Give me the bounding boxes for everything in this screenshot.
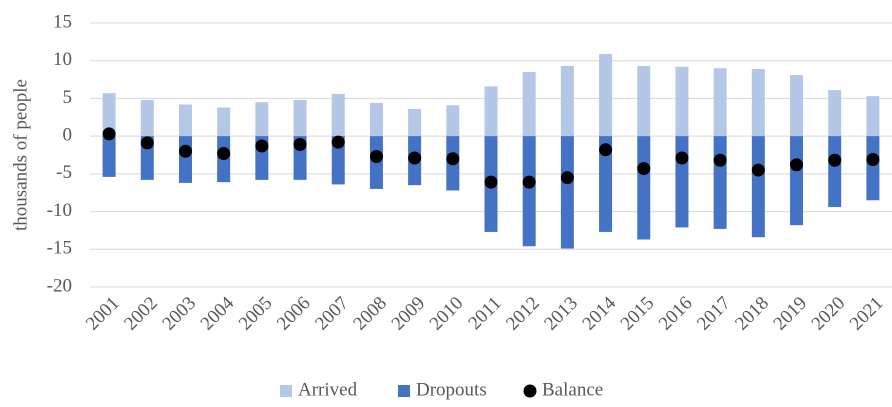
y-tick-label: 0 (63, 125, 73, 146)
bar (522, 136, 536, 247)
x-tick-label: 2012 (502, 293, 544, 335)
y-axis-title: thousands of people (10, 79, 31, 231)
bar (828, 90, 842, 137)
bar (675, 66, 689, 137)
point (560, 171, 574, 185)
x-tick-label: 2001 (82, 293, 124, 335)
point (217, 146, 231, 160)
point (713, 153, 727, 167)
legend-label: Dropouts (416, 379, 487, 400)
x-tick-label: 2015 (617, 293, 659, 335)
y-tick-label: 10 (53, 49, 72, 70)
bar (331, 93, 345, 137)
x-tick-label: 2021 (846, 293, 888, 335)
bar (751, 69, 765, 137)
bar (599, 53, 613, 137)
bar (713, 136, 727, 229)
y-tick-label: -10 (47, 200, 72, 221)
bar (140, 99, 154, 137)
x-tick-label: 2019 (769, 293, 811, 335)
bar (560, 65, 574, 137)
x-tick-label: 2008 (349, 293, 391, 335)
bar (790, 75, 804, 137)
point (140, 136, 154, 150)
bar (866, 136, 880, 201)
point (522, 175, 536, 189)
x-tick-label: 2005 (235, 293, 277, 335)
point (408, 151, 422, 165)
x-tick-label: 2011 (464, 293, 505, 334)
legend-marker (280, 385, 292, 397)
x-tick-label: 2007 (311, 293, 353, 335)
x-tick-label: 2017 (693, 293, 735, 335)
bar (751, 136, 765, 238)
point (599, 143, 613, 157)
point (178, 144, 192, 158)
bar (102, 136, 116, 177)
x-tick-label: 2020 (808, 293, 850, 335)
bar (446, 105, 460, 137)
x-tick-label: 2004 (197, 292, 239, 334)
bar (408, 108, 422, 137)
bar (369, 102, 383, 137)
point (637, 162, 651, 176)
point (675, 151, 689, 165)
x-tick-label: 2009 (388, 293, 430, 335)
point (790, 158, 804, 172)
bar (293, 99, 307, 137)
point (102, 127, 116, 141)
bar (560, 136, 574, 249)
bar (217, 107, 231, 137)
bar (637, 65, 651, 137)
x-tick-label: 2010 (426, 293, 468, 335)
x-tick-label: 2014 (578, 292, 620, 334)
bar (599, 136, 613, 232)
bar (866, 96, 880, 137)
x-tick-label: 2013 (540, 293, 582, 335)
point (293, 137, 307, 151)
x-tick-label: 2002 (120, 293, 162, 335)
x-tick-label: 2016 (655, 293, 697, 335)
bar (713, 68, 727, 137)
x-tick-label: 2018 (731, 293, 773, 335)
legend-marker (398, 385, 410, 397)
legend-label: Arrived (298, 379, 358, 400)
point (751, 163, 765, 177)
point (866, 153, 880, 167)
legend-marker (523, 384, 537, 398)
point (369, 150, 383, 164)
bar (484, 86, 498, 137)
bar (675, 136, 689, 228)
point (446, 152, 460, 166)
point (484, 175, 498, 189)
point (828, 153, 842, 167)
legend-label: Balance (542, 379, 603, 400)
y-tick-label: 5 (63, 87, 73, 108)
y-tick-label: 15 (53, 11, 72, 32)
bar (255, 102, 269, 137)
y-tick-label: -20 (47, 275, 72, 296)
bar (637, 136, 651, 240)
point (331, 135, 345, 149)
x-tick-label: 2003 (158, 293, 200, 335)
bar (178, 104, 192, 137)
bar (522, 72, 536, 137)
y-tick-label: -5 (56, 162, 72, 183)
point (255, 139, 269, 153)
y-tick-label: -15 (47, 238, 72, 259)
bar (178, 136, 192, 183)
bar (790, 136, 804, 226)
bar (828, 136, 842, 208)
bar (331, 136, 345, 185)
x-tick-label: 2006 (273, 293, 315, 335)
bar (102, 93, 116, 137)
